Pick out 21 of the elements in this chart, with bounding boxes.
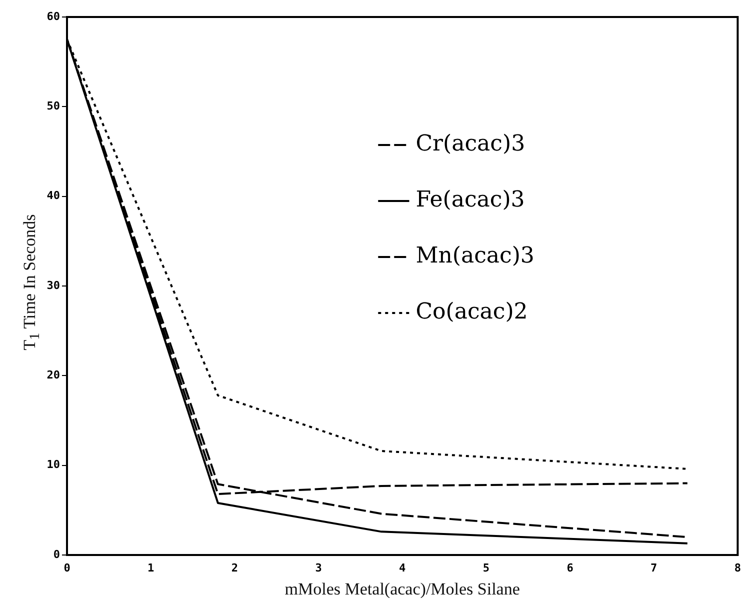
y-tick-label: 0 (53, 548, 60, 561)
x-tick-label: 1 (148, 561, 155, 574)
x-tick-label: 3 (315, 561, 322, 574)
y-tick-label: 10 (46, 458, 60, 472)
x-tick-label: 7 (650, 561, 658, 574)
x-tick-label: 5 (482, 561, 490, 574)
x-tick-label: 4 (399, 561, 406, 574)
x-tick-label: 0 (64, 561, 70, 574)
x-axis-title: mMoles Metal(acac)/Moles Silane (284, 579, 520, 598)
y-tick-label: 20 (46, 368, 60, 382)
y-tick-label: 30 (46, 278, 60, 292)
legend-label: Co(acac)2 (416, 300, 528, 325)
x-tick-label: 6 (566, 561, 574, 574)
legend-label: Mn(acac)3 (416, 244, 534, 269)
x-tick-label: 8 (734, 561, 741, 574)
legend-label: Cr(acac)3 (416, 132, 526, 157)
legend-label: Fe(acac)3 (416, 188, 525, 213)
y-tick-label: 50 (46, 100, 60, 113)
y-tick-label: 40 (46, 189, 60, 202)
x-tick-label: 2 (231, 561, 238, 574)
y-tick-label: 60 (46, 10, 60, 23)
